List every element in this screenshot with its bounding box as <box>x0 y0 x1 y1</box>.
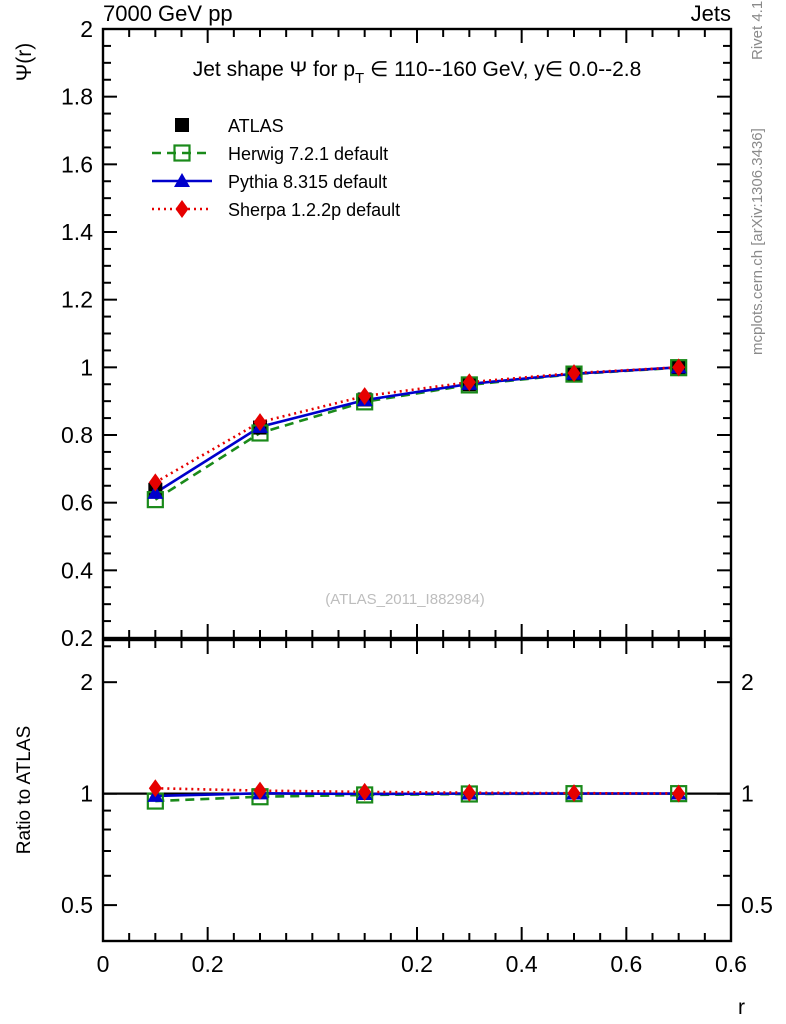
y-tick-label: 0.6 <box>61 490 93 516</box>
ratio-y-tick-label-right: 2 <box>741 669 754 695</box>
series-line <box>154 366 679 494</box>
x-tick-label: 0.6 <box>610 951 642 977</box>
y-tick-label: 0.2 <box>61 625 93 651</box>
x-tick-label: 0.2 <box>401 951 433 977</box>
main-plot-panel: 0.2 0.4 0.6 0.8 1 1.2 1.4 1.6 1.8 2 <box>61 16 733 651</box>
legend-marker <box>173 144 191 162</box>
ratio-y-tick-label: 2 <box>80 669 93 695</box>
legend-marker <box>174 173 190 187</box>
x-tick-label: 0 <box>97 951 110 977</box>
y-axis-label: Ψ(r) <box>13 43 36 82</box>
legend-marker <box>175 200 189 218</box>
series-markers <box>148 358 686 492</box>
x-tick-label: 0.4 <box>506 951 538 977</box>
legend-marker <box>175 118 189 132</box>
legend-label: Pythia 8.315 default <box>228 172 387 192</box>
ratio-y-tick-label: 0.5 <box>61 892 93 918</box>
legend-item[interactable]: Sherpa 1.2.2p default <box>152 200 400 220</box>
x-axis-label: r <box>738 996 745 1019</box>
ratio-y-tick-label-right: 0.5 <box>741 892 773 918</box>
ratio-plot-panel: 0.5 0.5 1 1 2 2 0 0.2 0.2 0.4 0.6 0.6 <box>61 638 773 977</box>
legend[interactable]: ATLAS Herwig 7.2.1 default Pythia 8.315 de… <box>152 116 400 220</box>
y-tick-label: 1.6 <box>61 151 93 177</box>
legend-label: ATLAS <box>228 116 284 136</box>
series-markers <box>148 360 686 497</box>
analysis-id-watermark: (ATLAS_2011_I882984) <box>325 591 485 608</box>
plot-title: Jet shape Ψ for pT ∈ 110--160 GeV, y∈ 0.… <box>193 58 642 87</box>
series-line <box>154 366 679 484</box>
legend-label: Sherpa 1.2.2p default <box>228 200 400 220</box>
legend-item[interactable]: ATLAS <box>175 116 284 136</box>
ratio-axis-label: Ratio to ATLAS <box>14 726 35 855</box>
x-tick-label: 0.6 <box>715 951 747 977</box>
series-line <box>154 366 679 501</box>
mcplots-source-label: mcplots.cern.ch [arXiv:1306.3436] <box>749 128 766 355</box>
y-tick-label: 1.2 <box>61 287 93 313</box>
y-tick-label: 1.8 <box>61 84 93 110</box>
legend-label: Herwig 7.2.1 default <box>228 144 388 164</box>
y-tick-label: 2 <box>80 16 93 42</box>
x-tick-label: 0.2 <box>192 951 224 977</box>
ratio-y-tick-label-right: 1 <box>741 781 754 807</box>
y-tick-label: 0.4 <box>61 557 93 583</box>
series-markers <box>147 359 687 499</box>
legend-item[interactable]: Pythia 8.315 default <box>152 172 387 192</box>
ratio-series-markers <box>148 779 686 803</box>
legend-item[interactable]: Herwig 7.2.1 default <box>152 144 388 164</box>
header-beam-label: 7000 GeV pp <box>103 1 233 26</box>
ratio-y-tick-label: 1 <box>80 781 93 807</box>
header-analysis-label: Jets <box>691 1 731 26</box>
y-tick-label: 1 <box>80 354 93 380</box>
y-tick-label: 1.4 <box>61 219 93 245</box>
y-tick-label: 0.8 <box>61 422 93 448</box>
series-markers <box>146 359 688 509</box>
rivet-version-label: Rivet 4.1.0, ≥ 100k events <box>749 0 766 60</box>
ratio-series-line <box>155 792 679 798</box>
